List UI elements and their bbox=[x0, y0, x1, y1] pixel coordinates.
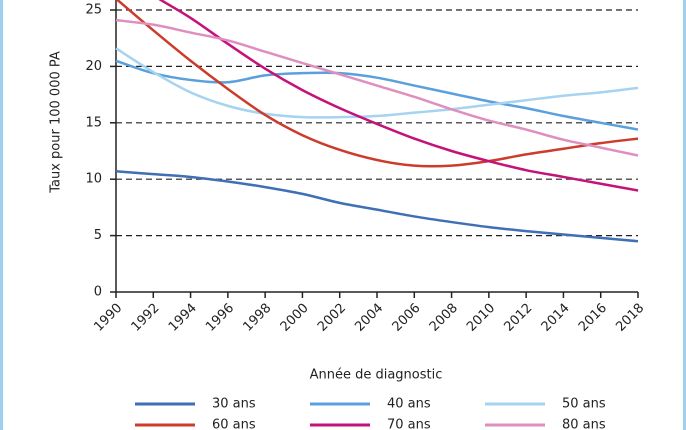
legend-label: 70 ans bbox=[387, 418, 431, 430]
x-tick-label: 2004 bbox=[352, 301, 386, 335]
x-tick-label: 2010 bbox=[464, 301, 498, 335]
legend-label: 60 ans bbox=[212, 418, 256, 430]
y-axis-label: Taux pour 100 000 PA bbox=[49, 51, 64, 194]
y-tick-label: 25 bbox=[85, 3, 102, 18]
y-tick-label: 0 bbox=[94, 285, 102, 300]
y-tick-label: 15 bbox=[85, 115, 102, 130]
series-line bbox=[115, 47, 639, 119]
x-tick-label: 2018 bbox=[613, 301, 647, 335]
x-tick-label: 2002 bbox=[315, 301, 349, 335]
legend-label: 40 ans bbox=[387, 397, 431, 412]
x-tick-label: 1990 bbox=[91, 301, 125, 335]
series-line bbox=[115, 0, 639, 168]
x-tick-label: 1996 bbox=[203, 301, 237, 335]
legend-label: 80 ans bbox=[562, 418, 606, 430]
series-line bbox=[115, 170, 639, 243]
left-border bbox=[0, 0, 3, 430]
x-tick-label: 2014 bbox=[539, 301, 573, 335]
x-tick-label: 1994 bbox=[166, 301, 200, 335]
legend-label: 50 ans bbox=[562, 397, 606, 412]
legend-label: 30 ans bbox=[212, 397, 256, 412]
x-tick-label: 2012 bbox=[501, 301, 535, 335]
x-tick-label: 2008 bbox=[427, 301, 461, 335]
series-line bbox=[115, 18, 639, 157]
right-border bbox=[683, 0, 686, 430]
x-tick-label: 2006 bbox=[390, 301, 424, 335]
y-tick-label: 5 bbox=[94, 228, 102, 243]
series-line bbox=[158, 0, 639, 192]
x-tick-label: 2000 bbox=[278, 301, 312, 335]
x-tick-label: 1998 bbox=[240, 301, 274, 335]
x-tick-label: 2016 bbox=[576, 301, 610, 335]
y-tick-label: 20 bbox=[85, 59, 102, 74]
x-tick-label: 1992 bbox=[129, 301, 163, 335]
series-line bbox=[115, 59, 639, 131]
x-axis-label: Année de diagnostic bbox=[310, 368, 443, 383]
y-tick-label: 10 bbox=[85, 172, 102, 187]
